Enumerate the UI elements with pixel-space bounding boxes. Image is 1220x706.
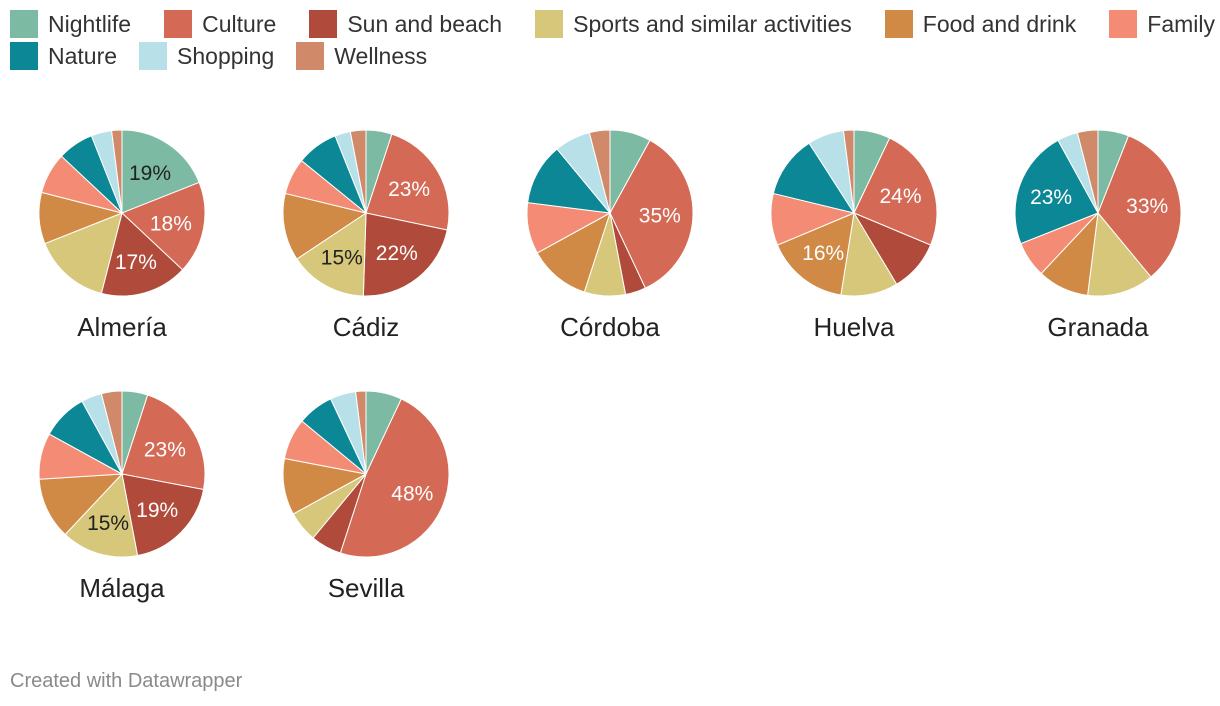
pie-huelva: 24% 16% Huelva — [770, 129, 938, 342]
pie-slice — [772, 142, 856, 214]
legend-row: Nightlife Culture Sun and beach Sports and … — [10, 8, 1215, 40]
pie-title: Sevilla — [328, 573, 405, 603]
slice-label: 23% — [388, 178, 430, 201]
legend-swatch — [309, 10, 338, 38]
pie-slice — [853, 137, 938, 246]
pie-slice — [588, 129, 611, 214]
pie-slice — [296, 212, 367, 297]
legend-item: Nightlife — [10, 10, 131, 38]
legend-label: Nightlife — [48, 10, 132, 37]
pie-title: Cádiz — [333, 312, 399, 342]
pie-slice — [121, 181, 206, 271]
legend-swatch — [1109, 10, 1138, 38]
legend-item: Sun and beach — [309, 10, 502, 38]
slice-label: 48% — [391, 482, 433, 505]
pie-slice — [355, 390, 367, 475]
slice-label: 24% — [879, 185, 921, 208]
footer-credit: Created with Datawrapper — [10, 670, 243, 692]
legend-item: Family — [1109, 10, 1215, 38]
legend-label: Shopping — [177, 42, 275, 69]
pie-slice — [38, 473, 124, 536]
slice-label: 16% — [802, 242, 844, 265]
legend-label: Sports and similar activities — [573, 10, 852, 37]
slice-label: 19% — [129, 162, 171, 185]
slice-label: 35% — [639, 205, 681, 228]
pie-málaga: 23% 19% 15% Málaga — [38, 390, 206, 603]
legend-row: Nature Shopping Wellness — [10, 40, 1215, 72]
pie-granada: 33% 23% Granada — [1014, 129, 1182, 342]
pie-slice — [44, 212, 123, 294]
slice-label: 18% — [150, 212, 192, 235]
legend-label: Nature — [48, 42, 118, 69]
pie-slice — [536, 211, 611, 293]
pie-title: Almería — [77, 312, 167, 342]
pie-slice — [282, 192, 368, 260]
pie-slice — [349, 129, 367, 214]
slice-label: 19% — [136, 499, 178, 522]
slice-label: 22% — [376, 242, 418, 265]
pie-cádiz: 23% 22% 15% Cádiz — [282, 129, 450, 342]
slice-label: 17% — [115, 251, 157, 274]
pie-almería: 19% 18% 17% Almería — [38, 129, 206, 342]
slice-label: 23% — [1030, 186, 1072, 209]
legend-swatch — [164, 10, 193, 38]
pie-slice — [1087, 211, 1152, 297]
legend-label: Sun and beach — [347, 10, 503, 37]
pie-slice — [365, 133, 450, 231]
legend-item: Culture — [164, 10, 276, 38]
pie-title: Málaga — [79, 573, 165, 603]
pie-slice — [121, 394, 206, 491]
pie-title: Granada — [1047, 312, 1149, 342]
pie-slice — [121, 129, 200, 214]
legend-swatch — [139, 42, 168, 70]
legend-item: Nature — [10, 42, 117, 70]
legend-label: Culture — [202, 10, 277, 37]
legend: Nightlife Culture Sun and beach Sports and … — [10, 8, 1215, 72]
legend-swatch — [10, 42, 38, 70]
pie-slice — [362, 212, 448, 297]
pie-slice — [776, 212, 855, 296]
pie-sevilla: 48% Sevilla — [282, 390, 450, 603]
pie-slice — [100, 390, 123, 475]
pie-slice — [1014, 139, 1099, 245]
pie-slice — [100, 212, 184, 297]
pie-córdoba: 35% Córdoba — [526, 129, 694, 342]
pie-slice — [1097, 135, 1182, 278]
pie-slice — [1076, 129, 1099, 214]
pie-slice — [64, 472, 139, 558]
legend-item: Shopping — [139, 42, 274, 70]
slice-label: 33% — [1126, 195, 1168, 218]
pie-title: Huelva — [814, 312, 895, 342]
pie-slice — [121, 473, 205, 557]
pie-slice — [842, 129, 855, 214]
legend-swatch — [10, 10, 38, 38]
legend-swatch — [535, 10, 564, 38]
legend-item: Sports and similar activities — [535, 10, 852, 38]
slice-label: 15% — [87, 512, 129, 535]
legend-swatch — [884, 10, 913, 38]
pie-title: Córdoba — [560, 312, 660, 342]
legend-swatch — [296, 42, 325, 70]
legend-label: Food and drink — [922, 10, 1077, 37]
legend-item: Wellness — [296, 42, 427, 70]
slice-label: 23% — [144, 439, 186, 462]
pie-slice — [339, 398, 450, 558]
pie-slice — [111, 129, 123, 214]
pie-slice — [609, 139, 694, 289]
legend-label: Wellness — [334, 42, 428, 69]
slice-label: 15% — [321, 247, 363, 270]
legend-item: Food and drink — [884, 10, 1077, 38]
legend-label: Family — [1147, 10, 1215, 37]
pie-slice — [527, 148, 612, 214]
